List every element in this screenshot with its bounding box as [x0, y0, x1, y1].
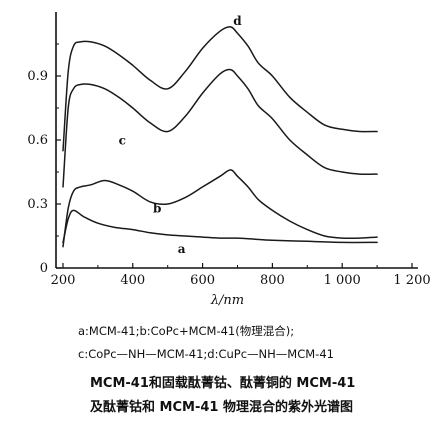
x-tick-label: 200: [51, 273, 76, 288]
figure-title-line-1: MCM-41和固载酞菁钴、酞菁铜的 MCM-41: [90, 376, 356, 391]
curve-label-c: c: [119, 133, 126, 147]
curve-label-a: a: [178, 242, 186, 256]
series-line-c: [62, 68, 378, 188]
x-tick-label: 800: [260, 273, 285, 288]
x-tick-label: 1 000: [324, 273, 361, 288]
y-tick-label: 0: [40, 261, 48, 276]
curve-label-d: d: [233, 14, 242, 28]
series-line-a: [62, 209, 378, 244]
y-tick-label: 0.3: [27, 197, 48, 212]
series-layer: [62, 26, 378, 248]
y-tick-label: 0.6: [27, 133, 48, 148]
uv-spectrum-chart: 200 400 600 800 1 000 1 200 0 0.3 0.6 0.9 a b c d λ/…: [27, 12, 431, 308]
caption-legend-line-1: a:MCM-41;b:CoPc+MCM-41(物理混合);: [78, 324, 295, 338]
figure-title-line-2: 及酞菁钴和 MCM-41 物理混合的紫外光谱图: [90, 400, 353, 415]
series-line-b: [62, 169, 378, 248]
series-line-d: [62, 26, 378, 152]
x-axis-title: λ/nm: [210, 293, 244, 308]
curve-label-layer: a b c d: [119, 14, 243, 256]
x-tick-label: 1 200: [393, 273, 430, 288]
x-tick-label: 400: [120, 273, 145, 288]
x-tick-label: 600: [190, 273, 215, 288]
caption-legend-line-2: c:CoPc—NH—MCM-41;d:CuPc—NH—MCM-41: [78, 347, 334, 361]
y-tick-label: 0.9: [27, 69, 48, 84]
axes: 200 400 600 800 1 000 1 200 0 0.3 0.6 0.9: [27, 12, 431, 288]
curve-label-b: b: [153, 202, 161, 216]
